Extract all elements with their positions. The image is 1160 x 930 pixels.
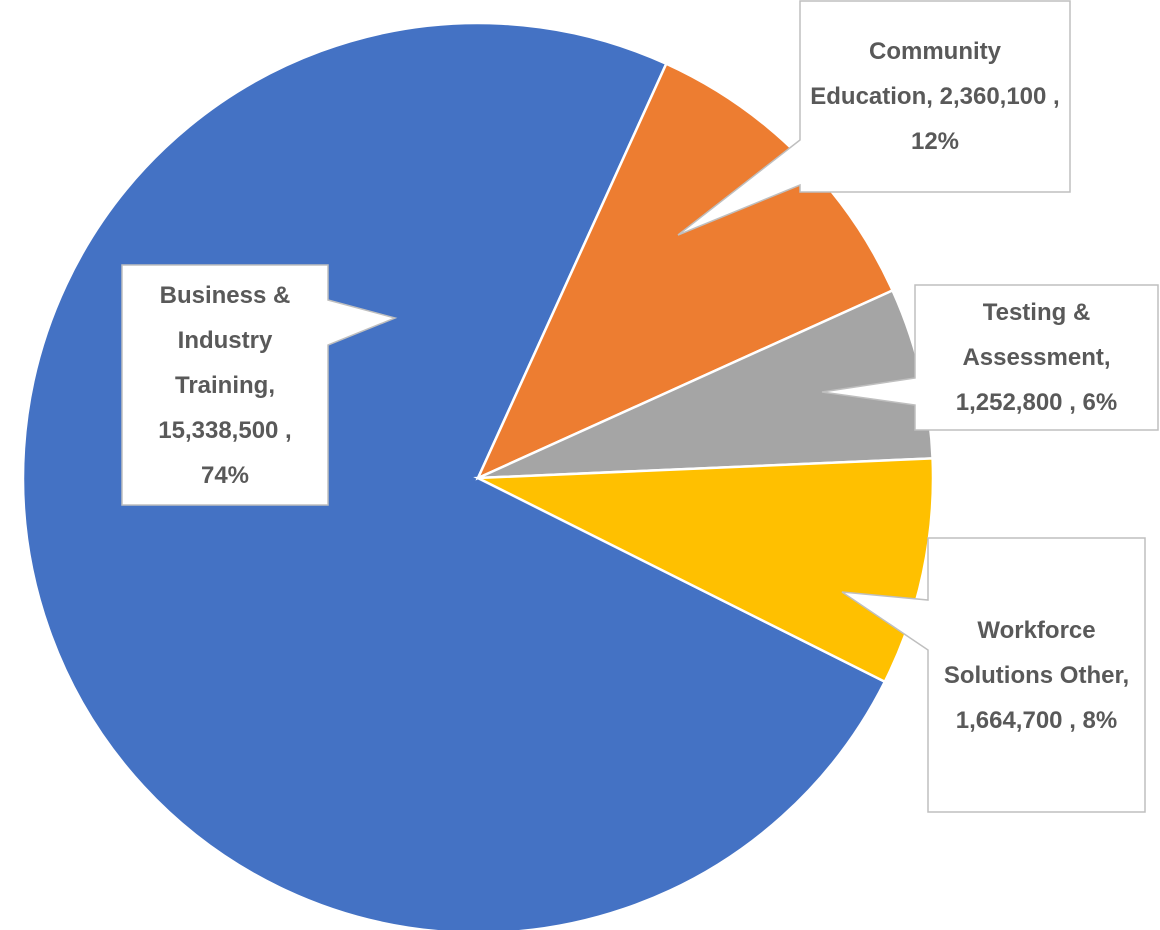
data-label: Business & Industry Training 15,338,500 … [122,265,328,505]
value-label: 2,360,100 [940,83,1060,110]
percent-label: 74% [200,461,250,489]
label-box [841,537,1146,813]
percent-label: 6% [1082,389,1118,416]
label-box [677,0,1071,236]
data-label-text: Workforce Solutions Other 1,664,700 8% [938,608,1135,743]
data-label-text: Business & Industry Training 15,338,500 … [132,273,318,498]
percent-label: 12% [910,128,960,155]
data-label-text: Community Education 2,360,100 12% [810,29,1060,164]
value-label: 1,664,700 [956,707,1076,734]
value-label: 1,252,800 [956,389,1076,416]
data-label: Community Education 2,360,100 12% [800,1,1070,192]
label-box [121,264,398,506]
pie-slice [473,457,935,684]
category-label: Business & Industry Training [160,282,291,399]
category-label: Testing & Assessment [962,299,1110,371]
data-label: Workforce Solutions Other 1,664,700 8% [928,538,1145,812]
pie-slice [21,21,887,930]
value-label: 15,338,500 [158,417,291,444]
category-label: Workforce Solutions Other [944,617,1129,689]
data-label: Testing & Assessment 1,252,800 6% [915,285,1158,430]
percent-label: 8% [1082,706,1118,734]
label-box [821,284,1159,431]
data-label-text: Testing & Assessment 1,252,800 6% [925,290,1148,425]
